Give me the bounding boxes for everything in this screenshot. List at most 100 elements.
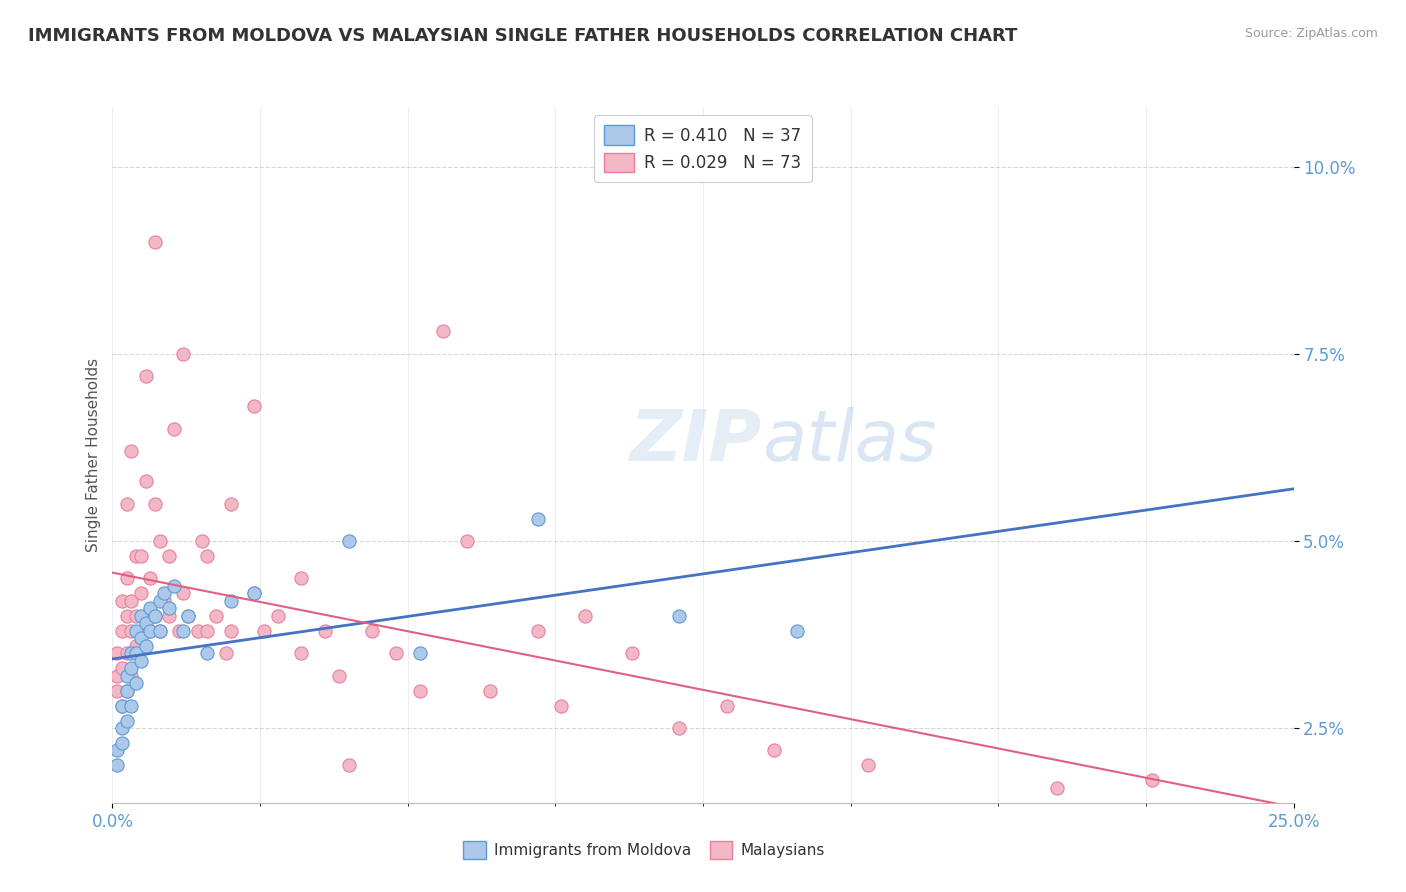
Text: IMMIGRANTS FROM MOLDOVA VS MALAYSIAN SINGLE FATHER HOUSEHOLDS CORRELATION CHART: IMMIGRANTS FROM MOLDOVA VS MALAYSIAN SIN… [28, 27, 1018, 45]
Point [115, 571, 138, 585]
Point [361, 624, 384, 638]
Point [205, 608, 228, 623]
Point [115, 714, 138, 728]
Point [858, 758, 880, 772]
Legend: Immigrants from Moldova, Malaysians: Immigrants from Moldova, Malaysians [457, 835, 831, 864]
Point [195, 549, 218, 563]
Point [290, 646, 312, 660]
Point [115, 646, 138, 660]
Point [385, 646, 408, 660]
Point [143, 608, 166, 623]
Point [105, 646, 128, 660]
Point [115, 683, 138, 698]
Point [111, 721, 134, 735]
Point [115, 497, 138, 511]
Point [139, 571, 162, 585]
Point [125, 646, 148, 660]
Point [120, 661, 142, 675]
Point [621, 646, 644, 660]
Point [111, 661, 134, 675]
Point [149, 533, 172, 548]
Point [149, 594, 172, 608]
Point [762, 743, 785, 757]
Point [129, 654, 152, 668]
Point [120, 624, 142, 638]
Point [125, 639, 148, 653]
Point [129, 549, 152, 563]
Point [408, 646, 430, 660]
Point [716, 698, 738, 713]
Point [125, 549, 148, 563]
Point [1046, 780, 1069, 795]
Point [337, 758, 360, 772]
Text: ZIP: ZIP [630, 407, 762, 475]
Point [135, 474, 157, 488]
Point [219, 497, 242, 511]
Point [219, 594, 242, 608]
Point [157, 601, 180, 615]
Point [253, 624, 276, 638]
Point [135, 616, 157, 631]
Point [328, 668, 350, 682]
Point [456, 533, 478, 548]
Point [125, 624, 148, 638]
Point [408, 683, 430, 698]
Point [191, 533, 214, 548]
Point [172, 624, 194, 638]
Point [135, 639, 157, 653]
Point [111, 736, 134, 750]
Point [1140, 773, 1163, 788]
Point [177, 608, 200, 623]
Point [111, 698, 134, 713]
Point [115, 683, 138, 698]
Point [243, 586, 266, 600]
Point [111, 698, 134, 713]
Point [139, 601, 162, 615]
Point [172, 347, 194, 361]
Point [243, 399, 266, 413]
Point [432, 325, 454, 339]
Point [153, 594, 176, 608]
Point [120, 444, 142, 458]
Point [139, 624, 162, 638]
Point [115, 668, 138, 682]
Point [526, 624, 548, 638]
Point [111, 594, 134, 608]
Point [186, 624, 208, 638]
Point [668, 608, 690, 623]
Text: atlas: atlas [762, 407, 936, 475]
Y-axis label: Single Father Households: Single Father Households [86, 358, 101, 552]
Point [125, 676, 148, 690]
Point [120, 646, 142, 660]
Point [149, 624, 172, 638]
Point [139, 624, 162, 638]
Point [149, 624, 172, 638]
Point [290, 571, 312, 585]
Point [105, 683, 128, 698]
Point [120, 594, 142, 608]
Point [129, 608, 152, 623]
Point [668, 721, 690, 735]
Point [163, 579, 186, 593]
Point [243, 586, 266, 600]
Point [135, 369, 157, 384]
Point [337, 533, 360, 548]
Point [157, 549, 180, 563]
Point [143, 235, 166, 249]
Point [786, 624, 808, 638]
Point [215, 646, 238, 660]
Point [550, 698, 572, 713]
Point [195, 624, 218, 638]
Point [129, 586, 152, 600]
Point [135, 608, 157, 623]
Point [153, 586, 176, 600]
Text: Source: ZipAtlas.com: Source: ZipAtlas.com [1244, 27, 1378, 40]
Point [120, 698, 142, 713]
Point [479, 683, 502, 698]
Point [177, 608, 200, 623]
Point [195, 646, 218, 660]
Point [111, 624, 134, 638]
Point [105, 668, 128, 682]
Point [574, 608, 596, 623]
Point [167, 624, 190, 638]
